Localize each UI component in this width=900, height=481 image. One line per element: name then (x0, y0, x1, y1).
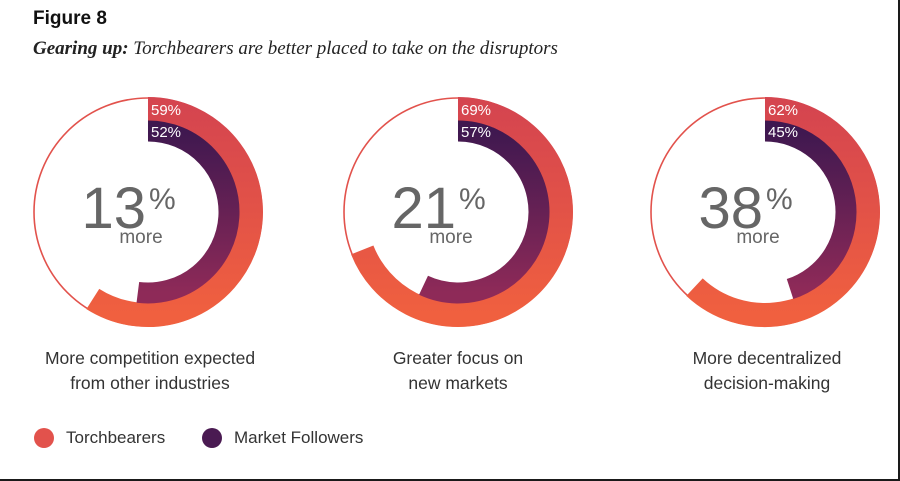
donut-1: 59% 52% 13 % more (33, 97, 263, 327)
donut-3: 62% 45% 38 % more (650, 97, 880, 327)
figure-label: Figure 8 (33, 8, 107, 29)
market-followers-arc (419, 120, 550, 304)
caption-line: Greater focus on (392, 348, 524, 368)
caption-line: More decentralized (692, 348, 842, 368)
torchbearers-arc (686, 97, 880, 327)
center-unit: % (766, 183, 793, 216)
torchbearers-value-label: 59% (151, 102, 181, 119)
caption-line: new markets (408, 373, 508, 393)
center-subtext: more (736, 227, 779, 248)
center-number: 21 (391, 176, 456, 241)
legend-item-torchbearers: Torchbearers (34, 426, 165, 450)
center-subtext: more (119, 227, 162, 248)
legend-item-market-followers: Market Followers (202, 426, 363, 450)
caption-line: More competition expected (44, 348, 256, 368)
market-followers-value-label: 52% (151, 124, 181, 141)
market-followers-value-label: 45% (768, 124, 798, 141)
legend-label: Torchbearers (66, 428, 166, 447)
center-unit: % (149, 183, 176, 216)
torchbearers-value-label: 69% (461, 102, 491, 119)
center-unit: % (459, 183, 486, 216)
subtitle-text: Torchbearers are better placed to take o… (133, 38, 558, 59)
legend-swatch-torchbearers (34, 428, 54, 448)
market-followers-value-label: 57% (461, 124, 491, 141)
torchbearers-value-label: 62% (768, 102, 798, 119)
donut-2: 69% 57% 21 % more (343, 97, 573, 327)
center-number: 38 (698, 176, 763, 241)
torchbearers-arc (351, 97, 573, 327)
figure-subtitle: Gearing up: Torchbearers are better plac… (33, 38, 558, 60)
center-subtext: more (429, 227, 472, 248)
torchbearers-arc (86, 97, 263, 327)
caption-1: More competition expected from other ind… (0, 346, 300, 396)
center-number: 13 (81, 176, 146, 241)
market-followers-arc (136, 120, 240, 304)
caption-line: from other industries (70, 373, 230, 393)
caption-line: decision-making (703, 373, 831, 393)
legend-label: Market Followers (234, 428, 364, 447)
caption-3: More decentralized decision-making (617, 346, 900, 396)
legend-swatch-market-followers (202, 428, 222, 448)
caption-2: Greater focus on new markets (308, 346, 608, 396)
market-followers-arc (764, 120, 857, 300)
subtitle-bold: Gearing up: (33, 38, 129, 59)
